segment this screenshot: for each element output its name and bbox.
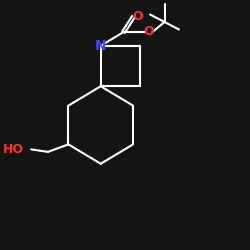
Text: HO: HO [3, 143, 24, 156]
Text: O: O [144, 26, 154, 38]
Text: O: O [132, 10, 143, 24]
Text: N: N [95, 39, 106, 53]
